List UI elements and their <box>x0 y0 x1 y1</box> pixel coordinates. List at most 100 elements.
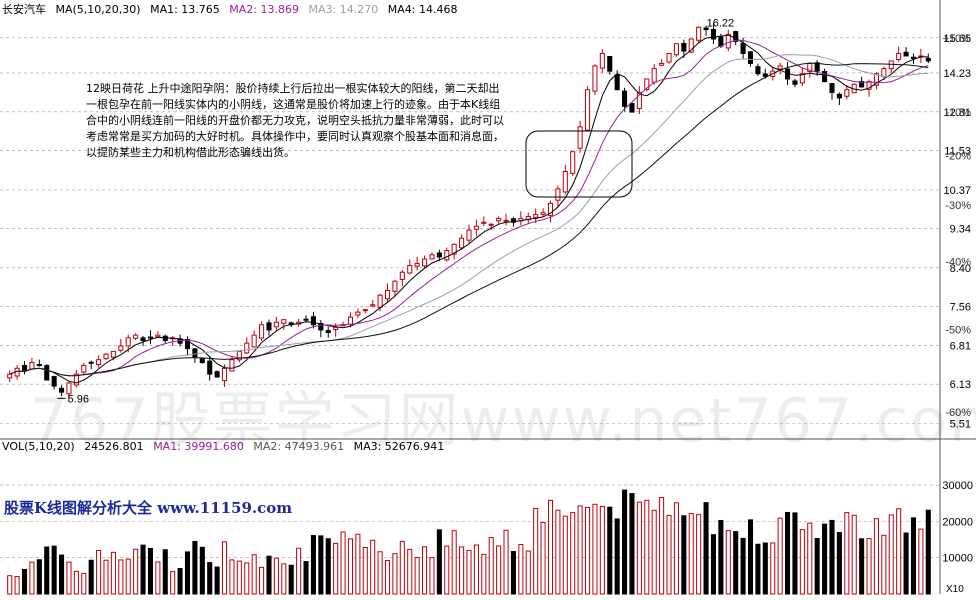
volume-bar <box>547 499 554 595</box>
pct-tick-label: +10% <box>943 33 972 45</box>
candle-up <box>636 91 642 109</box>
volume-bar <box>592 503 598 595</box>
volume-bar <box>51 545 57 595</box>
candle-up <box>103 353 109 360</box>
volume-bar <box>281 563 287 595</box>
candle-up <box>488 223 494 226</box>
volume-bar <box>888 514 894 595</box>
candle-down <box>762 73 768 77</box>
volume-bar <box>651 509 657 595</box>
volume-bar <box>473 544 479 595</box>
candle-up <box>355 311 361 316</box>
candle-up <box>599 52 605 69</box>
volume-tick-label: 10000 <box>942 553 973 565</box>
candle-up <box>125 337 131 347</box>
candle-up <box>777 65 783 70</box>
pct-tick-label: -10% <box>945 107 971 119</box>
candle-up <box>347 316 354 325</box>
volume-bar <box>785 511 791 595</box>
candle-down <box>733 31 739 42</box>
candle-down <box>703 27 709 31</box>
candle-up <box>659 62 665 66</box>
price-tick-label: 6.13 <box>950 379 971 391</box>
moving-average-lines <box>9 34 929 384</box>
candle-down <box>814 62 820 72</box>
volume-bar <box>29 561 35 595</box>
candle-up <box>496 217 502 222</box>
volume-bar <box>873 518 879 595</box>
volume-bar <box>236 560 242 595</box>
price-tick-label: 10.37 <box>943 185 971 197</box>
candle-up <box>244 342 250 354</box>
price-legend: 长安汽车 MA(5,10,20,30) MA1: 13.765 MA2: 13.… <box>2 3 463 17</box>
candle-up <box>459 237 465 249</box>
candle-down <box>755 66 761 75</box>
volume-bar <box>88 559 94 595</box>
vol-ma2-value: MA2: 47493.961 <box>253 440 345 453</box>
volume-bar <box>266 555 272 595</box>
volume-bar <box>688 513 694 595</box>
price-tick-label: 15.65 <box>943 33 971 45</box>
volume-bar <box>799 529 805 595</box>
candle-down <box>859 81 865 88</box>
volume-bar <box>459 546 465 595</box>
pct-tick-label: -40% <box>945 257 971 269</box>
price-tick-label: 9.34 <box>950 224 971 236</box>
volume-bar <box>918 528 924 595</box>
pattern-highlight-box <box>525 130 633 198</box>
candle-up <box>333 326 339 330</box>
pattern-annotation: 12映日荷花 上升中途阳孕阴：股价持续上行后拉出一根实体较大的阳线，第二天却出一… <box>86 82 504 159</box>
volume-bar <box>259 566 265 595</box>
volume-bar <box>518 544 524 595</box>
price-tick-label: 5.51 <box>950 419 971 431</box>
volume-bar <box>562 515 568 595</box>
candle-down <box>829 83 835 93</box>
volume-bar <box>103 559 109 595</box>
volume-bar <box>525 550 531 595</box>
volume-bar <box>399 540 405 595</box>
volume-bar <box>325 538 331 595</box>
volume-bar <box>822 523 828 595</box>
candle-down <box>622 90 628 107</box>
vol-value: 24526.801 <box>84 440 144 453</box>
volume-bar <box>229 559 235 595</box>
volume-bar <box>318 535 324 595</box>
volume-bar <box>510 550 516 595</box>
watermark: 767股票学习网www.net767.com <box>30 386 976 456</box>
ma20-line <box>9 54 929 377</box>
candle-up <box>229 359 235 372</box>
candle-down <box>140 337 146 341</box>
candle-down <box>607 55 613 72</box>
volume-bar <box>747 519 754 595</box>
candle-up <box>384 289 391 300</box>
candle-down <box>836 93 842 99</box>
volume-bar <box>310 535 316 595</box>
volume-bar <box>718 519 724 595</box>
candle-down <box>192 348 198 358</box>
volume-bar <box>392 553 398 595</box>
candle-up <box>577 126 583 149</box>
volume-bar <box>836 532 842 595</box>
candle-down <box>710 28 717 40</box>
volume-bar <box>903 532 909 595</box>
chart-grid <box>0 37 940 558</box>
candle-up <box>66 382 72 395</box>
candle-up <box>673 43 679 56</box>
volume-bar <box>407 548 413 595</box>
ma10-line <box>9 39 929 377</box>
volume-bar <box>147 547 153 595</box>
volume-bar <box>155 561 161 595</box>
volume-bar <box>881 534 887 595</box>
volume-bar <box>73 570 79 595</box>
volume-bar <box>333 542 339 595</box>
candle-up <box>584 89 591 131</box>
ma2-value: MA2: 13.869 <box>229 3 300 16</box>
candle-down <box>266 322 272 331</box>
candle-up <box>644 78 650 90</box>
volume-bar <box>681 515 687 595</box>
volume-bar <box>814 537 820 595</box>
volume-bar <box>192 540 198 595</box>
volume-bar <box>807 522 813 595</box>
